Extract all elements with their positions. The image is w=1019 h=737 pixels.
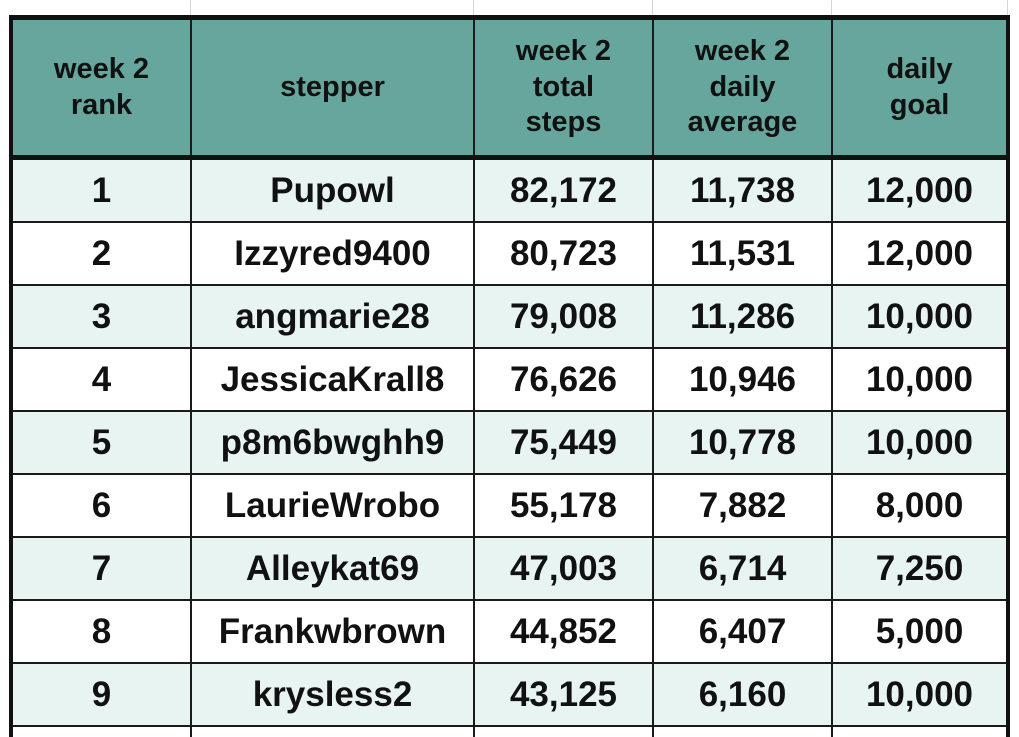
header-line: daily [886, 52, 953, 85]
cell-daily-goal[interactable]: 5,000 [831, 600, 1010, 664]
cell-total-steps[interactable]: 80,723 [473, 222, 654, 286]
header-line: week 2 [694, 35, 791, 68]
cell-daily-average[interactable] [652, 726, 833, 737]
cell-rank[interactable]: 7 [9, 537, 192, 601]
cell-total-steps[interactable]: 82,172 [473, 157, 654, 223]
cell-daily-average[interactable]: 10,946 [652, 348, 833, 412]
cell-rank[interactable]: 5 [9, 411, 192, 475]
cell-daily-average[interactable]: 10,778 [652, 411, 833, 475]
cell-stepper[interactable]: angmarie28 [190, 285, 475, 349]
header-daily-goal[interactable]: daily goal [831, 15, 1010, 160]
header-line: total [532, 70, 595, 103]
header-row: week 2 rank stepper week 2 total steps w… [9, 15, 1010, 160]
cell-stepper[interactable]: Alleykat69 [190, 537, 475, 601]
cell-stepper[interactable]: krysless2 [190, 663, 475, 727]
cell-total-steps[interactable]: 79,008 [473, 285, 654, 349]
cell-daily-goal[interactable]: 8,000 [831, 474, 1010, 538]
cell-rank[interactable]: 4 [9, 348, 192, 412]
table-row: 2 Izzyred9400 80,723 11,531 12,000 [9, 222, 1010, 286]
table-row: 1 Pupowl 82,172 11,738 12,000 [9, 157, 1010, 223]
table-row-partial [9, 726, 1010, 737]
cell-daily-goal[interactable]: 10,000 [831, 663, 1010, 727]
header-week2-total-steps[interactable]: week 2 total steps [473, 15, 654, 160]
table-row: 5 p8m6bwghh9 75,449 10,778 10,000 [9, 411, 1010, 475]
cell-rank[interactable]: 8 [9, 600, 192, 664]
cell-total-steps[interactable]: 43,125 [473, 663, 654, 727]
header-stepper[interactable]: stepper [190, 15, 475, 160]
cell-stepper[interactable]: p8m6bwghh9 [190, 411, 475, 475]
cell-total-steps[interactable]: 76,626 [473, 348, 654, 412]
table-row: 9 krysless2 43,125 6,160 10,000 [9, 663, 1010, 727]
cell-daily-goal[interactable]: 10,000 [831, 348, 1010, 412]
table-row: 3 angmarie28 79,008 11,286 10,000 [9, 285, 1010, 349]
header-line: goal [889, 88, 950, 121]
table-row: 4 JessicaKrall8 76,626 10,946 10,000 [9, 348, 1010, 412]
table-row: 7 Alleykat69 47,003 6,714 7,250 [9, 537, 1010, 601]
header-line: daily [709, 70, 776, 103]
cell-daily-goal[interactable] [831, 726, 1010, 737]
cell-daily-goal[interactable]: 10,000 [831, 411, 1010, 475]
cell-stepper[interactable] [190, 726, 475, 737]
cell-daily-average[interactable]: 11,531 [652, 222, 833, 286]
cell-daily-goal[interactable]: 10,000 [831, 285, 1010, 349]
cell-stepper[interactable]: Izzyred9400 [190, 222, 475, 286]
cell-daily-goal[interactable]: 12,000 [831, 222, 1010, 286]
cell-rank[interactable]: 2 [9, 222, 192, 286]
step-leaderboard-table: week 2 rank stepper week 2 total steps w… [9, 15, 1010, 737]
header-line: rank [70, 88, 133, 121]
cell-daily-average[interactable]: 6,160 [652, 663, 833, 727]
table-row: 6 LaurieWrobo 55,178 7,882 8,000 [9, 474, 1010, 538]
cell-daily-goal[interactable]: 7,250 [831, 537, 1010, 601]
cell-rank[interactable]: 6 [9, 474, 192, 538]
cell-stepper[interactable]: Pupowl [190, 157, 475, 223]
cell-rank[interactable]: 9 [9, 663, 192, 727]
cell-rank[interactable]: 1 [9, 157, 192, 223]
header-line: steps [525, 106, 602, 139]
header-week2-rank[interactable]: week 2 rank [9, 15, 192, 160]
cell-daily-goal[interactable]: 12,000 [831, 157, 1010, 223]
cell-total-steps[interactable]: 75,449 [473, 411, 654, 475]
cell-rank[interactable]: 3 [9, 285, 192, 349]
cell-daily-average[interactable]: 7,882 [652, 474, 833, 538]
header-line: stepper [280, 70, 385, 103]
cell-stepper[interactable]: LaurieWrobo [190, 474, 475, 538]
cell-total-steps[interactable]: 55,178 [473, 474, 654, 538]
cell-daily-average[interactable]: 6,714 [652, 537, 833, 601]
header-line: week 2 [53, 52, 150, 85]
cell-stepper[interactable]: Frankwbrown [190, 600, 475, 664]
header-line: week 2 [515, 35, 612, 68]
cell-total-steps[interactable]: 47,003 [473, 537, 654, 601]
cell-daily-average[interactable]: 11,738 [652, 157, 833, 223]
table-row: 8 Frankwbrown 44,852 6,407 5,000 [9, 600, 1010, 664]
cell-total-steps[interactable]: 44,852 [473, 600, 654, 664]
cell-stepper[interactable]: JessicaKrall8 [190, 348, 475, 412]
cell-total-steps[interactable] [473, 726, 654, 737]
cell-rank[interactable] [9, 726, 192, 737]
cell-daily-average[interactable]: 11,286 [652, 285, 833, 349]
cell-daily-average[interactable]: 6,407 [652, 600, 833, 664]
header-week2-daily-average[interactable]: week 2 daily average [652, 15, 833, 160]
header-line: average [687, 106, 798, 139]
